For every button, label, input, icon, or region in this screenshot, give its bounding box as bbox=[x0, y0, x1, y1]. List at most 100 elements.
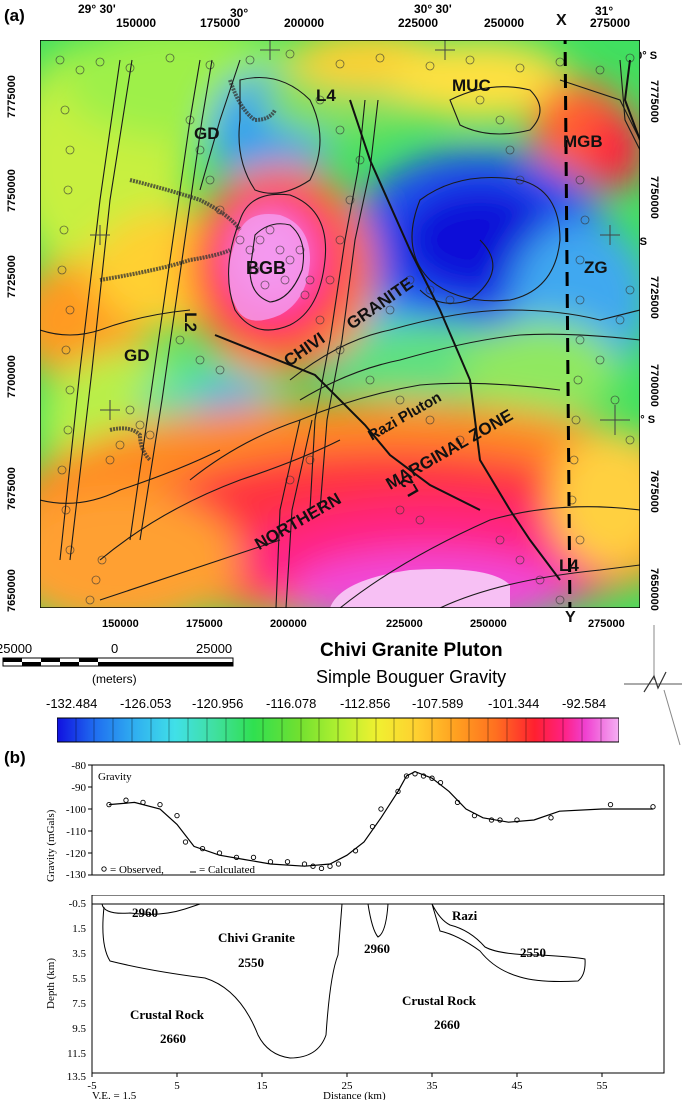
profile-end-label: Y bbox=[565, 609, 576, 626]
observed-points bbox=[106, 771, 656, 872]
legend-calculated: = Calculated bbox=[199, 864, 255, 876]
distance-xtick: 25 bbox=[342, 1080, 354, 1092]
scale-bar bbox=[2, 657, 234, 667]
distance-xtick: 5 bbox=[174, 1080, 180, 1092]
map-label-l2-left: L2 bbox=[180, 312, 200, 332]
section-label-crustal-left: Crustal Rock bbox=[130, 1007, 205, 1022]
map-label-zg: ZG bbox=[584, 258, 608, 277]
map-label-muc: MUC bbox=[452, 76, 491, 95]
map-label-gd-top: GD bbox=[194, 124, 220, 143]
panel-b-label: (b) bbox=[4, 748, 26, 767]
observed-point bbox=[284, 859, 291, 865]
bottom-easting-label: 250000 bbox=[470, 618, 507, 630]
top-easting-label: 150000 bbox=[116, 16, 157, 30]
distance-xlabel: Distance (km) bbox=[323, 1090, 386, 1100]
right-northing-label: 7650000 bbox=[648, 568, 660, 611]
section-label-crustal-right: Crustal Rock bbox=[402, 993, 477, 1008]
section-label-2960-mid: 2960 bbox=[364, 941, 390, 956]
observed-point bbox=[174, 812, 180, 819]
distance-xtick: 35 bbox=[427, 1080, 439, 1092]
observed-point bbox=[182, 839, 189, 845]
vertical-exaggeration: V.E. = 1.5 bbox=[92, 1090, 137, 1100]
left-northing-label: 7725000 bbox=[6, 255, 18, 298]
bouguer-gravity-map bbox=[40, 40, 640, 608]
gravity-ylabel: Gravity (mGals) bbox=[45, 809, 57, 882]
gravity-ytick: -80 bbox=[71, 760, 86, 772]
depth-ytick: 5.5 bbox=[72, 973, 86, 985]
distance-xtick: 45 bbox=[512, 1080, 524, 1092]
colorbar-tick: -112.856 bbox=[340, 696, 391, 711]
observed-point bbox=[395, 788, 401, 795]
left-northing-label: 7675000 bbox=[6, 467, 18, 510]
observed-point bbox=[403, 773, 410, 779]
colorbar-tick: -101.344 bbox=[488, 696, 540, 711]
map-label-mgb: MGB bbox=[563, 132, 603, 151]
observed-point bbox=[650, 804, 656, 810]
colorbar bbox=[57, 717, 619, 743]
depth-ytick: 11.5 bbox=[67, 1048, 86, 1060]
left-northing-label: 7750000 bbox=[6, 169, 18, 212]
depth-ytick: 13.5 bbox=[67, 1071, 87, 1083]
map-subtitle: Simple Bouguer Gravity bbox=[316, 667, 507, 687]
observed-point bbox=[378, 806, 384, 812]
top-longitude-label: 30° bbox=[230, 6, 249, 20]
colorbar-tick: -120.956 bbox=[192, 696, 244, 711]
section-break-symbol bbox=[624, 625, 682, 746]
gravity-ytick: -110 bbox=[66, 826, 86, 838]
top-easting-label: 200000 bbox=[284, 16, 325, 30]
observed-point bbox=[548, 815, 554, 821]
colorbar-tick: -92.584 bbox=[562, 696, 607, 711]
left-northing-label: 7775000 bbox=[6, 75, 18, 118]
gravity-ytick: -90 bbox=[71, 782, 86, 794]
depth-ytick: 3.5 bbox=[72, 948, 86, 960]
colorbar-tick: -132.484 bbox=[46, 696, 98, 711]
top-easting-label: 225000 bbox=[398, 16, 439, 30]
gravity-ytick: -130 bbox=[66, 869, 87, 881]
top-easting-label: 250000 bbox=[484, 16, 525, 30]
observed-point bbox=[318, 865, 325, 872]
section-label-2960-left: 2960 bbox=[132, 905, 158, 920]
right-northing-label: 7675000 bbox=[648, 470, 660, 513]
observed-point bbox=[335, 861, 342, 867]
observed-point bbox=[157, 801, 163, 808]
top-longitude-label: 29° 30' bbox=[78, 2, 116, 16]
legend-observed: = Observed, bbox=[110, 864, 164, 876]
gravity-ytick: -100 bbox=[66, 804, 87, 816]
map-label-l4-bottom: L4 bbox=[559, 556, 579, 575]
bottom-easting-label: 200000 bbox=[270, 618, 307, 630]
observed-point bbox=[123, 797, 129, 803]
left-northing-label: 7650000 bbox=[6, 569, 18, 612]
observed-point bbox=[607, 801, 614, 808]
depth-ytick: 7.5 bbox=[72, 998, 86, 1010]
distance-xtick: -5 bbox=[87, 1080, 97, 1092]
map-label-gd-bottom: GD bbox=[124, 346, 150, 365]
section-label-2660-left: 2660 bbox=[160, 1031, 186, 1046]
section-label-chivi: Chivi Granite bbox=[218, 930, 295, 945]
section-label-2550-razi: 2550 bbox=[520, 945, 546, 960]
bottom-easting-label: 175000 bbox=[186, 618, 223, 630]
scale-bar-left-label: 25000 bbox=[0, 641, 33, 656]
bottom-easting-label: 225000 bbox=[386, 618, 423, 630]
top-longitude-label: 31° bbox=[595, 4, 614, 18]
right-northing-label: 7775000 bbox=[648, 80, 660, 123]
scale-bar-unit: (meters) bbox=[92, 672, 137, 686]
gravity-ytick: -120 bbox=[66, 848, 87, 860]
colorbar-tick: -107.589 bbox=[412, 696, 464, 711]
depth-ytick: 1.5 bbox=[72, 923, 86, 935]
scale-bar-center-label: 0 bbox=[111, 641, 119, 656]
right-northing-label: 7725000 bbox=[648, 276, 660, 319]
top-easting-label: 275000 bbox=[590, 16, 631, 30]
observed-point bbox=[514, 817, 520, 823]
right-northing-label: 7750000 bbox=[648, 176, 660, 219]
bottom-easting-label: 150000 bbox=[102, 618, 139, 630]
section-label-2660-right: 2660 bbox=[434, 1017, 460, 1032]
colorbar-tick: -116.078 bbox=[266, 696, 317, 711]
distance-xtick: 55 bbox=[597, 1080, 609, 1092]
top-longitude-label: 30° 30' bbox=[414, 2, 452, 16]
cross-section-chart: 2960 Chivi Granite 2550 2960 Razi 2550 C… bbox=[45, 895, 665, 1100]
colorbar-tick: -126.053 bbox=[120, 696, 172, 711]
map-title: Chivi Granite Pluton bbox=[320, 640, 503, 661]
depth-ytick: 9.5 bbox=[72, 1023, 86, 1035]
calculated-curve bbox=[108, 770, 653, 867]
section-label-2550-chivi: 2550 bbox=[238, 955, 264, 970]
